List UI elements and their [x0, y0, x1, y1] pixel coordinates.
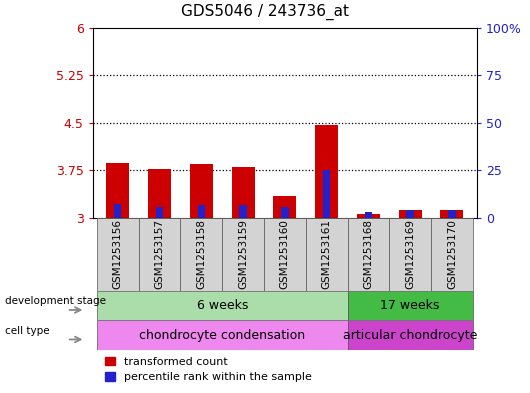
Text: cell type: cell type: [5, 326, 49, 336]
Bar: [440, 210, 463, 218]
Text: GSM1253158: GSM1253158: [196, 219, 206, 290]
Bar: [348, 291, 473, 320]
Bar: [264, 218, 306, 291]
Bar: [139, 218, 180, 291]
Bar: [431, 218, 473, 291]
Text: GSM1253159: GSM1253159: [238, 219, 248, 290]
Text: GSM1253170: GSM1253170: [447, 220, 457, 289]
Text: GSM1253168: GSM1253168: [364, 219, 374, 290]
Text: development stage: development stage: [5, 296, 105, 306]
Bar: [407, 211, 414, 218]
Bar: [190, 164, 213, 218]
Text: GSM1253169: GSM1253169: [405, 219, 415, 290]
Bar: [365, 212, 372, 218]
Bar: [315, 125, 338, 218]
Bar: [348, 320, 473, 350]
Bar: [399, 211, 422, 218]
Bar: [222, 218, 264, 291]
Bar: [357, 214, 380, 218]
Text: GSM1253156: GSM1253156: [113, 219, 123, 290]
Bar: [148, 169, 171, 218]
Text: GDS5046 / 243736_at: GDS5046 / 243736_at: [181, 4, 349, 20]
Bar: [97, 218, 139, 291]
Text: chondrocyte condensation: chondrocyte condensation: [139, 329, 305, 342]
Text: GSM1253161: GSM1253161: [322, 219, 332, 290]
Text: GSM1253160: GSM1253160: [280, 220, 290, 289]
Bar: [390, 218, 431, 291]
Bar: [240, 206, 247, 218]
Text: articular chondrocyte: articular chondrocyte: [343, 329, 478, 342]
Bar: [97, 320, 348, 350]
Bar: [448, 211, 456, 218]
Bar: [198, 206, 205, 218]
Text: 17 weeks: 17 weeks: [381, 299, 440, 312]
Bar: [273, 196, 296, 218]
Bar: [232, 167, 254, 218]
Legend: transformed count, percentile rank within the sample: transformed count, percentile rank withi…: [101, 352, 316, 387]
Bar: [348, 218, 390, 291]
Bar: [323, 171, 330, 218]
Text: 6 weeks: 6 weeks: [197, 299, 248, 312]
Bar: [281, 208, 288, 218]
Bar: [156, 207, 163, 218]
Bar: [107, 163, 129, 218]
Bar: [97, 291, 348, 320]
Bar: [114, 204, 121, 218]
Bar: [180, 218, 222, 291]
Text: GSM1253157: GSM1253157: [155, 219, 165, 290]
Bar: [306, 218, 348, 291]
